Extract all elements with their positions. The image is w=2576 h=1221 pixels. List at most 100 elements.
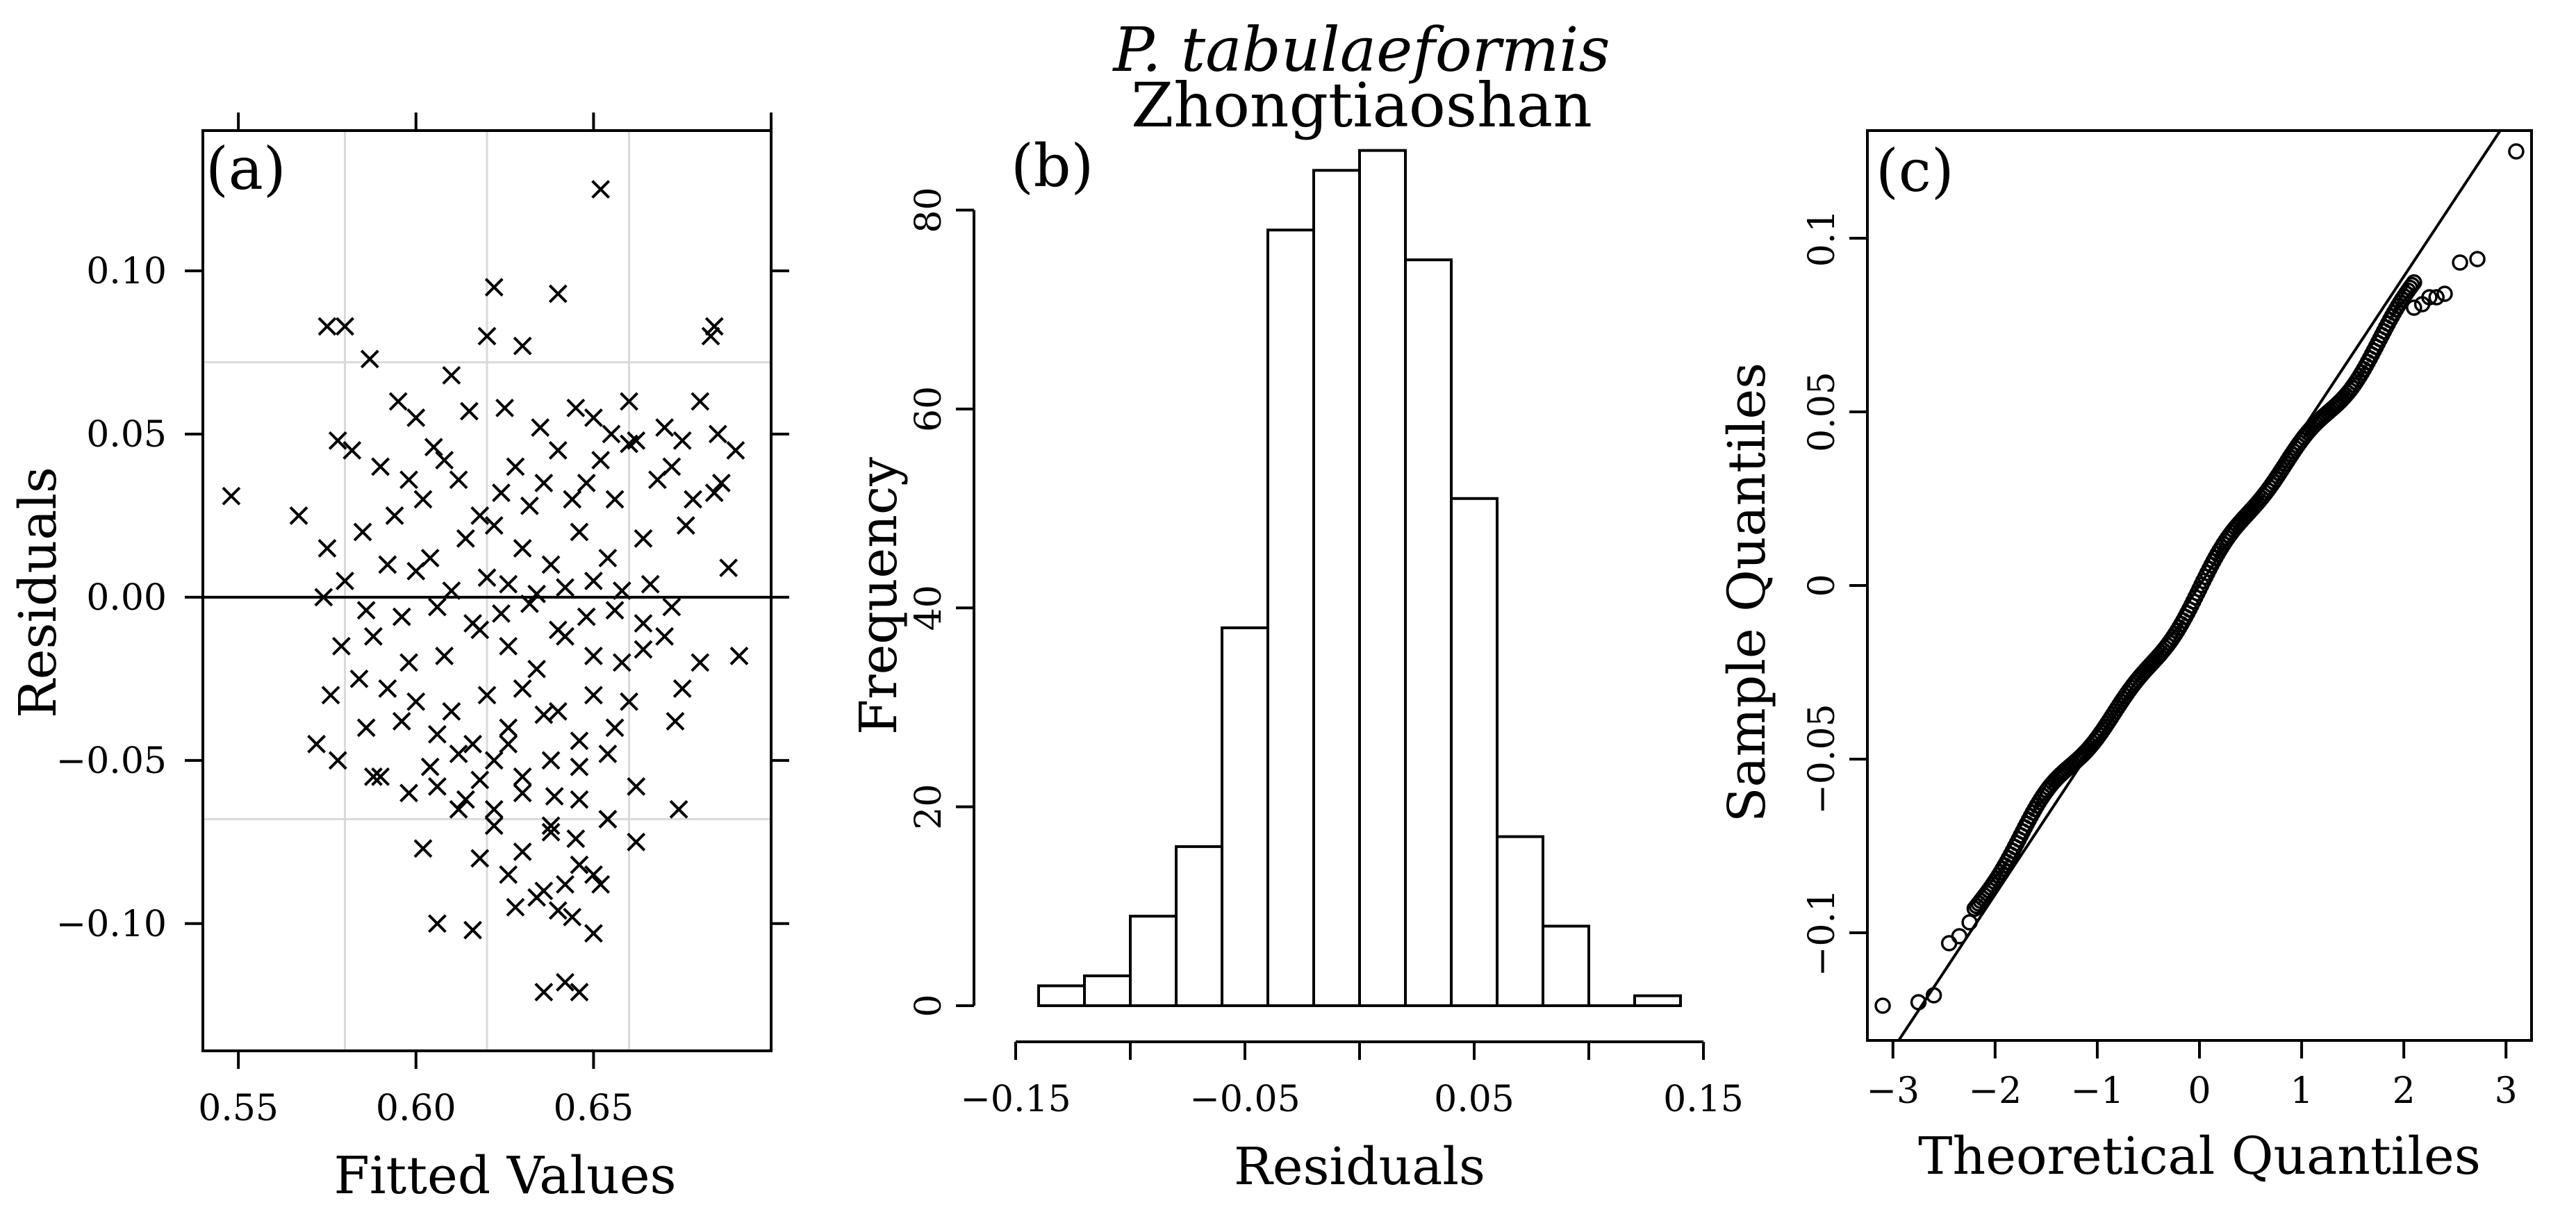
y-tick-label: 80	[908, 187, 950, 233]
residual-point-marker	[321, 686, 340, 705]
residual-point-marker	[435, 451, 454, 470]
residual-point-marker	[605, 490, 625, 509]
x-tick-label: 0.65	[553, 1088, 634, 1129]
residual-point-marker	[492, 483, 511, 502]
residual-point-marker	[378, 555, 397, 574]
x-tick-label: −3	[1866, 1070, 1919, 1112]
marker-stroke	[541, 555, 561, 574]
marker-stroke	[691, 392, 710, 411]
residual-point-marker	[420, 757, 440, 776]
residual-point-marker	[449, 745, 468, 763]
residual-histogram-panel: −0.15 −0.05 0.05 0.15 0 20 40 60 80 (b) Residua…	[849, 132, 1744, 1197]
marker-stroke	[570, 983, 589, 1002]
marker-stroke	[534, 983, 554, 1002]
marker-stroke	[349, 669, 369, 688]
residual-point-marker	[399, 470, 418, 490]
residual-point-marker	[584, 408, 603, 427]
marker-stroke	[406, 692, 426, 711]
marker-stroke	[541, 822, 561, 842]
marker-stroke	[605, 718, 625, 738]
histogram-bar	[1496, 835, 1544, 1008]
marker-stroke	[378, 679, 397, 698]
qq-point	[2428, 289, 2445, 306]
panel-b-xlabel: Residuals	[1234, 1137, 1485, 1197]
marker-stroke	[556, 972, 575, 992]
marker-stroke	[442, 581, 461, 600]
marker-stroke	[449, 470, 468, 490]
marker-stroke	[353, 522, 372, 542]
residual-point-marker	[484, 751, 504, 770]
residual-point-marker	[331, 636, 351, 656]
marker-stroke	[477, 568, 497, 588]
residual-point-marker	[726, 441, 745, 460]
residual-point-marker	[392, 607, 411, 626]
marker-stroke	[470, 620, 490, 640]
marker-stroke	[428, 914, 447, 933]
qq-point	[2452, 254, 2468, 271]
residual-point-marker	[477, 326, 497, 346]
residual-point-marker	[513, 842, 532, 861]
marker-stroke	[556, 874, 575, 894]
y-tick-label: 0	[908, 994, 950, 1017]
marker-stroke	[584, 686, 603, 705]
residual-point-marker	[545, 787, 564, 806]
residual-point-marker	[499, 734, 518, 754]
marker-stroke	[708, 424, 727, 444]
marker-stroke	[336, 317, 354, 336]
marker-stroke	[499, 734, 518, 754]
panel-a-xlabel: Fitted Values	[333, 1146, 676, 1206]
marker-stroke	[356, 601, 376, 620]
residual-point-marker	[435, 647, 454, 665]
residual-point-marker	[704, 317, 724, 336]
residual-point-marker	[463, 920, 482, 940]
marker-stroke	[460, 401, 479, 421]
marker-stroke	[570, 855, 589, 874]
residual-point-marker	[598, 809, 618, 829]
marker-stroke	[484, 751, 504, 770]
marker-stroke	[602, 424, 621, 444]
residual-point-marker	[360, 349, 379, 369]
residual-point-marker	[449, 799, 468, 819]
marker-stroke	[363, 626, 383, 646]
residual-point-marker	[548, 901, 568, 920]
panel-c-label: (c)	[1876, 137, 1954, 205]
marker-stroke	[307, 734, 327, 754]
residual-point-marker	[289, 506, 308, 525]
x-tick-label: −2	[1969, 1070, 2022, 1112]
marker-stroke	[627, 832, 646, 852]
residual-point-marker	[669, 799, 688, 819]
y-tick-label: 0.00	[86, 577, 167, 619]
residual-point-marker	[541, 751, 561, 770]
marker-stroke	[513, 783, 532, 803]
marker-stroke	[563, 907, 582, 927]
marker-stroke	[413, 490, 433, 509]
qq-point	[2469, 251, 2486, 267]
residual-point-marker	[556, 578, 575, 597]
residual-point-marker	[520, 594, 539, 613]
marker-stroke	[449, 799, 468, 819]
residual-point-marker	[566, 398, 586, 417]
marker-stroke	[456, 529, 475, 548]
marker-stroke	[342, 441, 362, 460]
marker-stroke	[392, 607, 411, 626]
residual-point-marker	[598, 549, 618, 567]
residual-point-marker	[672, 431, 692, 450]
residual-point-marker	[577, 474, 596, 492]
residual-point-marker	[605, 601, 625, 620]
x-tick-label: 0.15	[1663, 1079, 1744, 1120]
histogram-bar	[1175, 845, 1223, 1007]
residual-point-marker	[584, 686, 603, 705]
residual-point-marker	[527, 659, 546, 679]
marker-stroke	[534, 474, 554, 492]
qq-point	[2404, 276, 2420, 294]
panel-b-ylabel: Frequency	[849, 457, 909, 735]
marker-stroke	[620, 692, 638, 711]
marker-stroke	[477, 686, 497, 705]
residual-point-marker	[513, 679, 532, 698]
residual-point-marker	[634, 614, 653, 633]
residual-point-marker	[406, 408, 426, 427]
marker-stroke	[499, 636, 518, 656]
residual-point-marker	[428, 777, 447, 796]
residuals-vs-fitted-panel: 0.55 0.60 0.65 0.100.050.00−0.05−0.10 (a) …	[8, 113, 789, 1206]
x-tick-label: 0.60	[376, 1088, 456, 1129]
